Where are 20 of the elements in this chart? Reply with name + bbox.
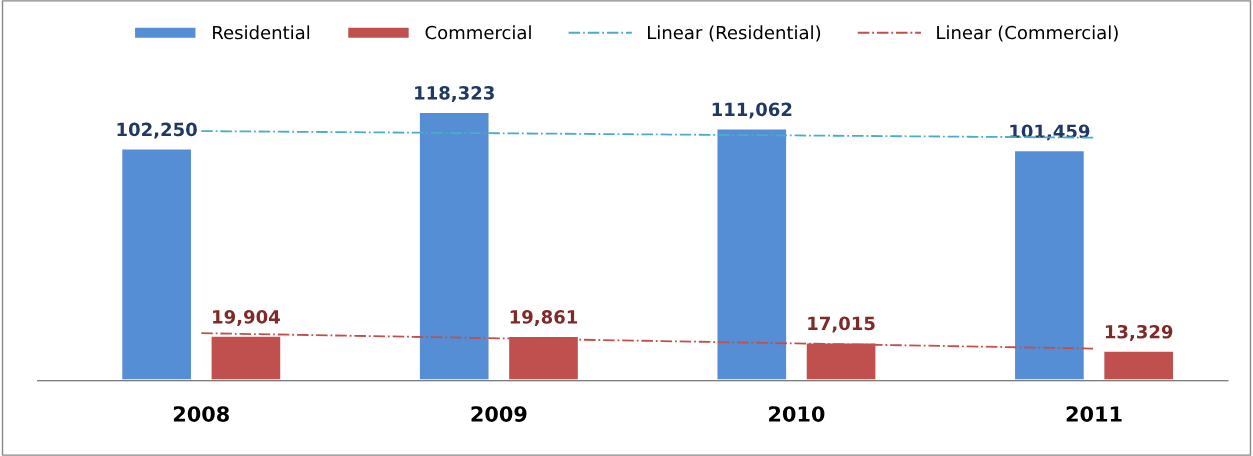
legend-label: Residential — [213, 25, 310, 40]
x-tick-label: 2011 — [1066, 406, 1122, 422]
bar — [1012, 148, 1087, 381]
data-label: 19,861 — [510, 310, 578, 327]
data-label: 111,062 — [712, 102, 792, 119]
bar — [417, 110, 492, 381]
data-label: 102,250 — [117, 122, 197, 139]
legend-label: Commercial — [425, 25, 531, 40]
bar — [1101, 349, 1176, 381]
data-label: 13,329 — [1105, 324, 1173, 341]
x-tick-label: 2008 — [173, 406, 229, 422]
bar — [119, 146, 194, 381]
data-label: 118,323 — [415, 86, 494, 102]
bar — [714, 126, 789, 381]
data-label: 19,904 — [213, 309, 280, 326]
data-label: 17,015 — [808, 316, 875, 333]
x-tick-label: 2009 — [471, 406, 527, 422]
x-tick-label: 2010 — [769, 406, 825, 422]
legend-label: Linear (Residential) — [648, 25, 821, 42]
legend-label: Linear (Commercial) — [937, 25, 1118, 42]
